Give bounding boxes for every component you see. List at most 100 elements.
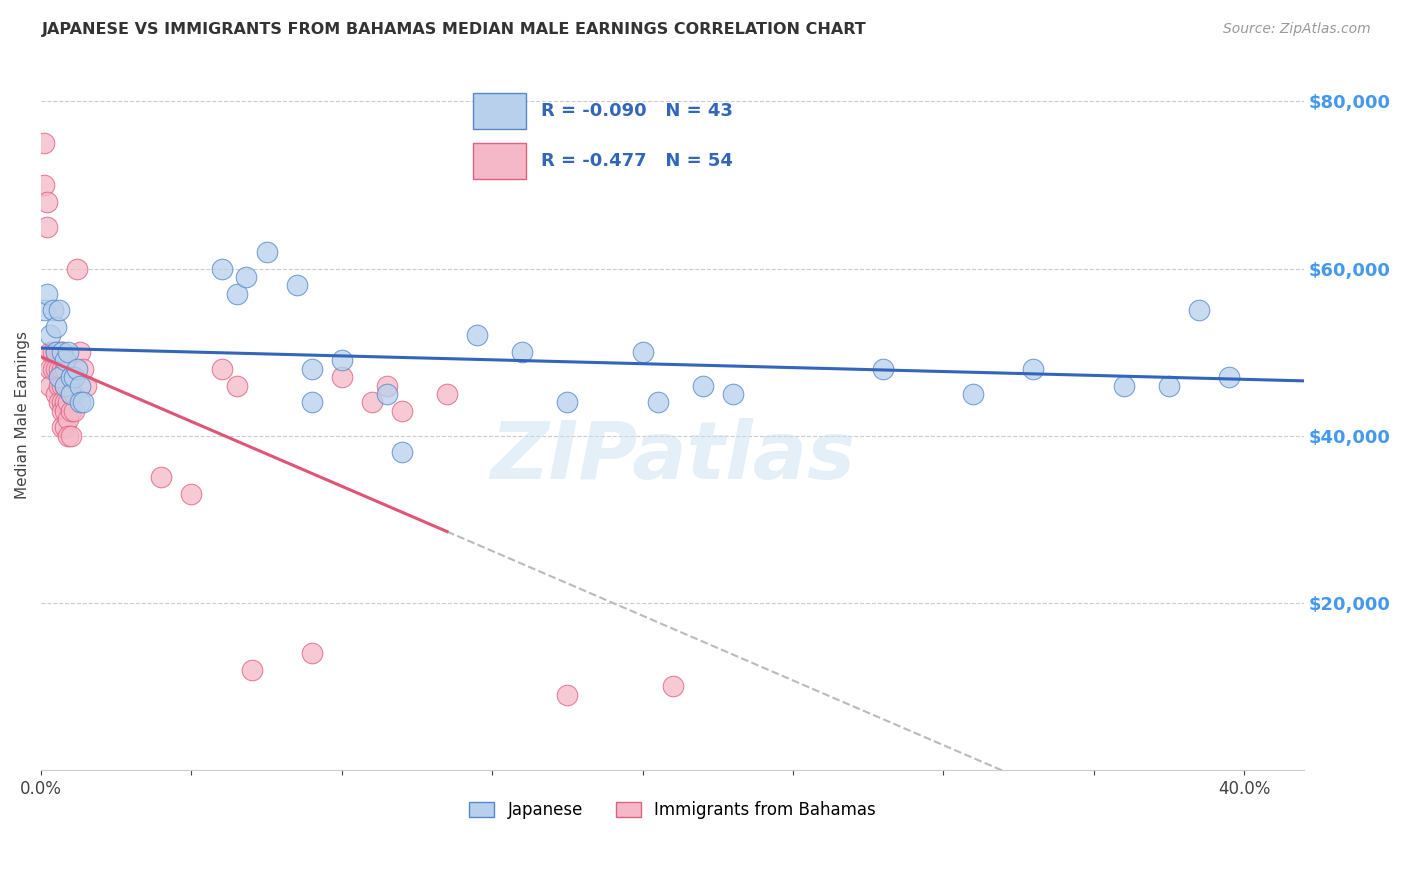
Point (1022, 361, 1045, 376)
Point (1188, 303, 1211, 318)
Point (63, 387, 86, 401)
Point (48, 370, 70, 384)
Point (45, 387, 67, 401)
Point (53, 378, 76, 392)
Point (42, 361, 65, 376)
Point (375, 378, 398, 392)
Point (66, 261, 89, 276)
Point (37, 286, 59, 301)
Point (51, 395, 73, 409)
Point (42, 345, 65, 359)
Point (330, 353, 353, 368)
Point (647, 395, 669, 409)
Point (361, 395, 384, 409)
Point (301, 646, 323, 660)
Point (661, 680, 683, 694)
Point (69, 378, 91, 392)
Point (375, 387, 398, 401)
Point (39, 378, 62, 392)
Point (235, 269, 257, 284)
Point (48, 303, 70, 318)
Y-axis label: Median Male Earnings: Median Male Earnings (15, 331, 30, 499)
Point (391, 403, 413, 417)
Text: ZIPatlas: ZIPatlas (491, 418, 855, 497)
Point (465, 328, 488, 343)
Point (37, 219, 59, 234)
Point (1218, 370, 1240, 384)
Point (39, 345, 62, 359)
Point (45, 345, 67, 359)
Point (53, 403, 76, 417)
Point (42, 303, 65, 318)
Point (631, 345, 654, 359)
Point (51, 378, 73, 392)
Point (56, 428, 79, 442)
Point (301, 361, 323, 376)
Point (60, 387, 83, 401)
Point (557, 688, 579, 702)
Point (56, 412, 79, 426)
Point (225, 286, 247, 301)
Point (51, 345, 73, 359)
Point (1112, 378, 1135, 392)
Point (48, 395, 70, 409)
Point (32, 178, 55, 192)
Point (56, 378, 79, 392)
Point (301, 395, 323, 409)
Point (63, 403, 86, 417)
Point (69, 345, 91, 359)
Point (72, 361, 94, 376)
Point (39, 361, 62, 376)
Point (557, 395, 579, 409)
Point (150, 470, 173, 484)
Point (45, 361, 67, 376)
Point (60, 428, 83, 442)
Point (32, 136, 55, 151)
Point (39, 328, 62, 343)
Point (962, 387, 984, 401)
Point (60, 403, 83, 417)
Point (69, 395, 91, 409)
Point (1157, 378, 1180, 392)
Point (285, 278, 308, 293)
Point (51, 361, 73, 376)
Point (48, 378, 70, 392)
Point (37, 194, 59, 209)
Point (211, 361, 233, 376)
Point (225, 378, 247, 392)
Point (53, 361, 76, 376)
Point (63, 370, 86, 384)
Point (72, 395, 94, 409)
Point (53, 378, 76, 392)
Point (53, 395, 76, 409)
Point (53, 353, 76, 368)
Point (60, 370, 83, 384)
Text: JAPANESE VS IMMIGRANTS FROM BAHAMAS MEDIAN MALE EARNINGS CORRELATION CHART: JAPANESE VS IMMIGRANTS FROM BAHAMAS MEDI… (42, 22, 868, 37)
Point (180, 487, 202, 501)
Point (256, 244, 278, 259)
Point (48, 345, 70, 359)
Point (32, 303, 55, 318)
Point (692, 378, 714, 392)
Point (45, 320, 67, 334)
Point (75, 378, 97, 392)
Point (60, 370, 83, 384)
Point (56, 395, 79, 409)
Point (721, 387, 744, 401)
Point (211, 261, 233, 276)
Point (330, 370, 353, 384)
Point (391, 445, 413, 459)
Point (51, 420, 73, 434)
Point (51, 403, 73, 417)
Point (60, 387, 83, 401)
Point (240, 663, 263, 677)
Point (53, 420, 76, 434)
Point (48, 361, 70, 376)
Text: Source: ZipAtlas.com: Source: ZipAtlas.com (1223, 22, 1371, 37)
Point (510, 345, 533, 359)
Point (66, 361, 89, 376)
Point (45, 345, 67, 359)
Point (872, 361, 894, 376)
Legend: Japanese, Immigrants from Bahamas: Japanese, Immigrants from Bahamas (463, 794, 883, 826)
Point (56, 345, 79, 359)
